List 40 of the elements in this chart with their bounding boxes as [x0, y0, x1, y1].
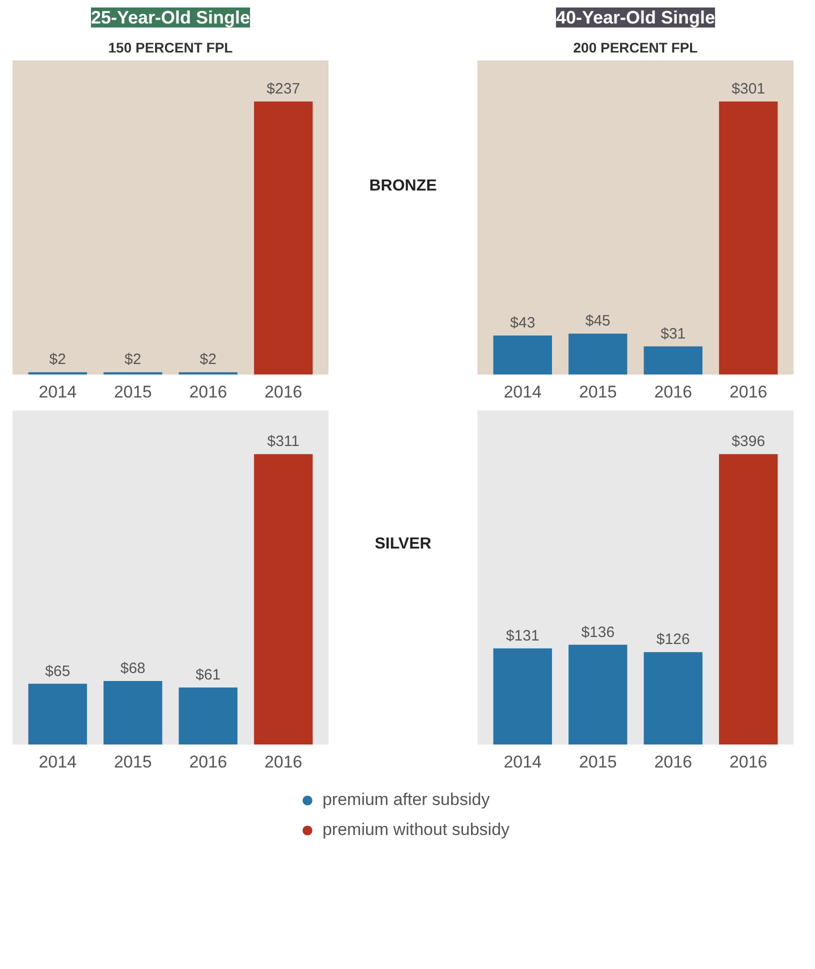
x-tick-label: 2016	[189, 752, 228, 772]
x-tick-label: 2016	[654, 752, 692, 772]
text: BRONZE	[369, 178, 438, 195]
data-label: $131	[506, 627, 540, 644]
data-label: $2	[49, 351, 66, 368]
legend-label: premium after subsidy	[322, 790, 490, 810]
data-label: $311	[267, 433, 300, 450]
data-label: $301	[732, 80, 766, 98]
data-label: $61	[196, 666, 221, 684]
x-tick-label: 2014	[504, 752, 542, 772]
chart-title: 40-Year-Old Single	[556, 8, 716, 28]
x-tick-label: 2014	[504, 382, 542, 402]
data-label: $45	[585, 312, 610, 330]
data-label: $136	[581, 624, 615, 641]
chart-subtitle: 200 PERCENT FPL	[573, 40, 698, 56]
data-label: $2	[124, 351, 142, 368]
chart-title: 25-Year-Old Single	[90, 8, 250, 28]
legend-label: premium without subsidy	[322, 820, 510, 840]
data-label: $2	[200, 351, 216, 368]
x-tick-label: 2016	[264, 752, 302, 772]
x-tick-label: 2014	[38, 752, 77, 772]
x-tick-label: 2015	[114, 382, 152, 402]
data-label: $43	[510, 314, 536, 332]
chart-subtitle: 150 PERCENT FPL	[108, 40, 234, 56]
data-label: $65	[45, 662, 70, 680]
x-tick-label: 2016	[729, 382, 768, 402]
x-tick-label: 2015	[114, 752, 152, 772]
x-tick-label: 2016	[729, 752, 768, 772]
data-label: $31	[660, 325, 686, 342]
x-tick-label: 2014	[38, 382, 77, 402]
x-tick-label: 2016	[189, 382, 228, 402]
data-label: $396	[732, 433, 766, 450]
data-label: $68	[120, 660, 146, 677]
x-tick-label: 2015	[578, 752, 617, 772]
data-label: $237	[266, 80, 300, 98]
x-tick-label: 2016	[654, 382, 692, 402]
text: SILVER	[374, 536, 432, 553]
x-tick-label: 2016	[264, 382, 302, 402]
x-tick-label: 2015	[578, 382, 617, 402]
data-label: $126	[656, 631, 690, 648]
